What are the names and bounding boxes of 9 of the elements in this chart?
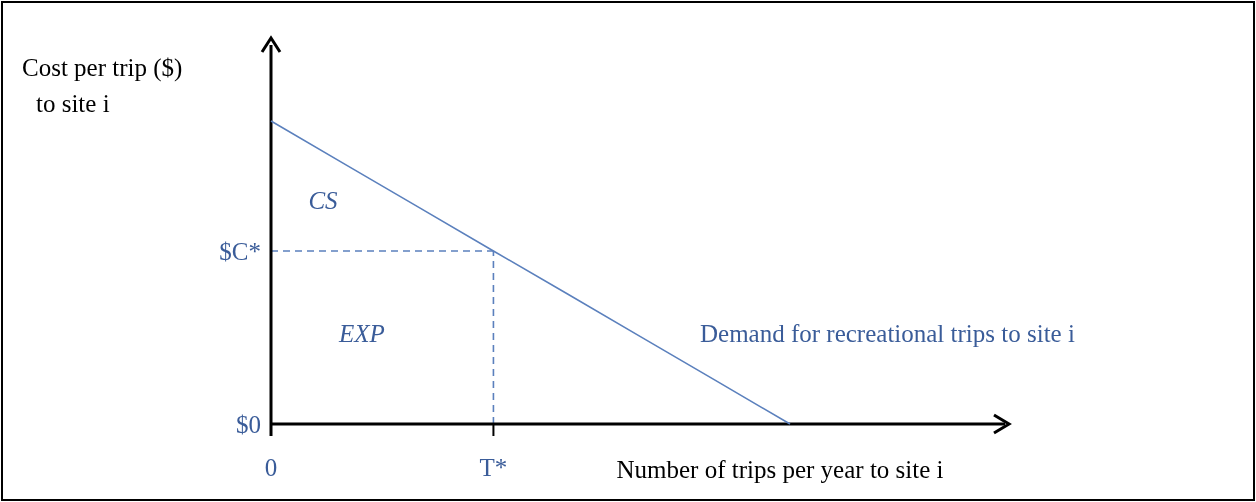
series-label: Demand for recreational trips to site i [700, 320, 1075, 347]
x-axis-title: Number of trips per year to site i [616, 456, 944, 483]
text: $0 [236, 411, 261, 438]
ref-line-label: $C* [219, 237, 261, 265]
annotation: CS [308, 187, 339, 214]
x-tick-label: T* [479, 454, 508, 481]
x-tick-label: 0 [264, 454, 278, 481]
y-axis-title: Cost per trip ($) to site i [22, 54, 183, 117]
annotation: EXP [338, 320, 385, 347]
